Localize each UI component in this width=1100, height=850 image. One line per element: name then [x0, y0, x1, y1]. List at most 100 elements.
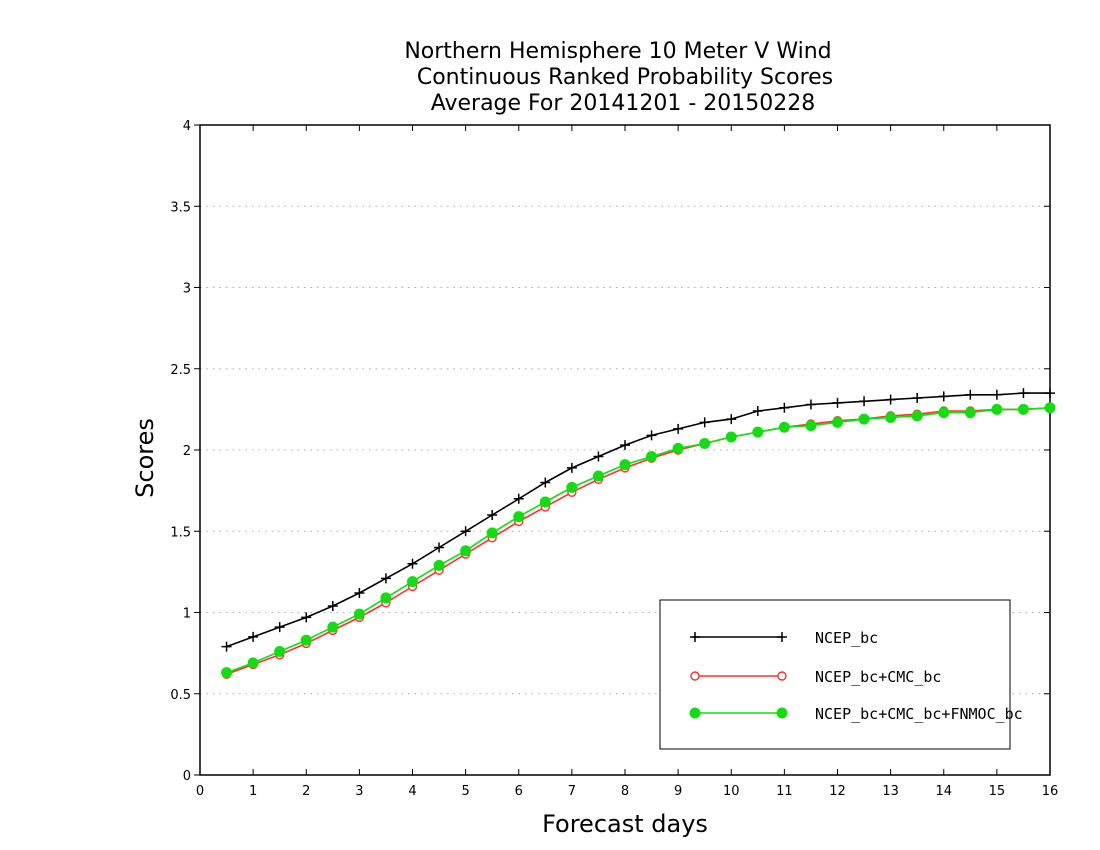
x-tick-label: 5	[461, 784, 469, 799]
data-point	[1018, 388, 1029, 399]
data-point	[592, 470, 604, 482]
data-point	[776, 707, 788, 719]
data-point	[991, 403, 1003, 415]
data-point	[778, 421, 790, 433]
data-point	[646, 430, 657, 441]
chart-title-line-1: Northern Hemisphere 10 Meter V Wind	[404, 39, 831, 64]
x-tick-label: 13	[882, 784, 899, 799]
data-point	[646, 451, 658, 462]
data-point	[301, 612, 312, 623]
data-point	[247, 657, 259, 669]
x-tick-label: 15	[989, 784, 1006, 799]
data-point	[513, 493, 524, 504]
legend: NCEP_bc NCEP_bc+CMC_bc NCEP_bc+CMC_bc+FNMO…	[659, 599, 1023, 750]
data-point	[859, 396, 870, 407]
y-tick-label: 1.5	[170, 525, 191, 540]
x-tick-label: 16	[1042, 784, 1059, 799]
data-point	[752, 406, 763, 416]
data-point	[620, 440, 630, 451]
y-tick-label: 0	[183, 769, 191, 784]
x-tick-label: 9	[674, 784, 682, 799]
x-axis-label: Forecast days	[542, 810, 708, 838]
data-point	[300, 634, 312, 646]
y-tick-label: 2	[183, 444, 191, 459]
data-point	[699, 417, 710, 428]
data-point	[566, 462, 577, 473]
data-point	[805, 420, 817, 432]
series-1	[221, 388, 1055, 652]
data-point	[690, 632, 700, 642]
data-point	[832, 397, 843, 408]
y-tick-label: 2.5	[170, 363, 191, 378]
legend-item: NCEP_bc	[690, 629, 878, 647]
data-point	[1044, 402, 1056, 414]
data-point	[274, 646, 286, 657]
data-point	[912, 393, 923, 403]
series-layer	[221, 388, 1056, 679]
y-axis-label: Scores	[131, 418, 159, 498]
data-point	[566, 481, 578, 493]
y-tick-label: 3	[183, 282, 191, 297]
data-point	[699, 438, 711, 449]
x-tick-label: 7	[568, 784, 576, 799]
data-point	[353, 608, 365, 620]
y-tick-label: 3.5	[170, 200, 191, 215]
legend-label: NCEP_bc+CMC_bc	[815, 668, 941, 686]
data-point	[433, 559, 445, 571]
x-tick-label: 2	[302, 784, 310, 799]
y-tick-label: 1	[183, 607, 191, 622]
series-3	[221, 402, 1056, 679]
data-point	[407, 576, 418, 588]
data-point	[885, 412, 897, 423]
data-point	[487, 510, 498, 520]
data-point	[327, 601, 338, 611]
legend-box	[659, 599, 1011, 750]
data-point	[964, 407, 976, 419]
data-point	[407, 558, 418, 569]
x-tick-label: 14	[935, 784, 952, 799]
legend-item: NCEP_bc+CMC_bc	[690, 668, 941, 686]
data-point	[725, 431, 737, 443]
data-point	[777, 632, 787, 642]
x-tick-label: 0	[196, 784, 204, 799]
data-point	[460, 545, 472, 557]
data-point	[991, 389, 1002, 400]
data-point	[539, 496, 551, 508]
data-point	[752, 426, 764, 438]
data-point	[248, 631, 259, 642]
data-point	[911, 410, 923, 422]
data-point	[726, 414, 737, 425]
legend-item: NCEP_bc+CMC_bc+FNMOC_bc	[689, 705, 1023, 723]
data-point	[885, 394, 896, 405]
data-point	[327, 621, 339, 633]
data-point	[858, 413, 870, 425]
data-point	[938, 391, 949, 402]
data-point	[777, 671, 787, 681]
x-tick-label: 11	[776, 784, 793, 799]
data-point	[460, 526, 471, 537]
data-point	[513, 511, 525, 523]
chart-title-line-3: Average For 20141201 - 20150228	[431, 91, 816, 116]
y-tick-label: 4	[183, 119, 191, 134]
chart-title-line-2: Continuous Ranked Probability Scores	[417, 65, 833, 90]
data-point	[938, 407, 950, 419]
data-point	[593, 451, 604, 462]
legend-label: NCEP_bc+CMC_bc+FNMOC_bc	[815, 705, 1023, 723]
x-tick-label: 4	[408, 784, 416, 799]
y-tick-label: 0.5	[170, 688, 191, 703]
data-point	[673, 423, 684, 434]
x-tick-label: 3	[355, 784, 363, 799]
data-point	[380, 592, 392, 604]
data-point	[274, 622, 285, 633]
data-point	[805, 399, 816, 410]
data-point	[221, 641, 232, 652]
data-point	[965, 389, 976, 400]
x-tick-label: 10	[723, 784, 740, 799]
data-point	[1045, 388, 1055, 399]
data-point	[672, 442, 684, 454]
data-point	[380, 573, 391, 584]
data-point	[354, 588, 365, 598]
data-point	[832, 416, 843, 428]
data-point	[690, 671, 700, 681]
x-tick-label: 8	[621, 784, 629, 799]
